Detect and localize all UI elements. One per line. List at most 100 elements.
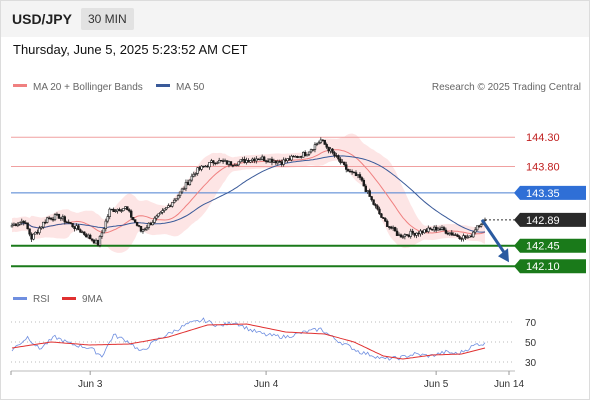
candle-body <box>247 160 250 163</box>
level-tag-143-35 <box>514 185 586 200</box>
candle-body <box>106 216 109 222</box>
candle-body <box>380 213 383 218</box>
candle-body <box>345 164 348 170</box>
candle-body <box>173 199 176 203</box>
candle-body <box>364 185 367 192</box>
candle-body <box>104 220 108 229</box>
candle-body <box>118 209 121 212</box>
candle-body <box>278 160 281 163</box>
candle-body <box>350 171 354 173</box>
candle-body <box>90 238 94 241</box>
rsi-panel: 70 50 30 <box>11 317 537 369</box>
symbol-title: USD/JPY <box>12 11 72 27</box>
timeframe-button[interactable]: 30 MIN <box>81 8 134 30</box>
candle-body <box>323 139 326 145</box>
level-label-144-30: 144.30 <box>526 132 560 144</box>
forecast-arrow-head <box>498 248 509 263</box>
candle-body <box>28 228 31 235</box>
candle-body <box>303 152 307 157</box>
candle-body <box>108 208 111 217</box>
candle-body <box>79 229 82 233</box>
candle-body <box>386 220 389 227</box>
candle-body <box>270 158 274 163</box>
level-tag-142-45 <box>514 238 586 253</box>
candle-body <box>212 160 215 164</box>
candle-body <box>12 223 16 226</box>
candle-body <box>241 158 244 161</box>
ma50-legend-label: MA 50 <box>176 82 205 93</box>
x-axis: Jun 3 Jun 4 Jun 5 Jun 14 <box>10 371 524 390</box>
candle-body <box>362 179 366 187</box>
candle-body <box>294 156 297 158</box>
candle-body <box>288 158 291 161</box>
forecast-arrow-shaft <box>480 219 508 257</box>
rsi-tick-30: 30 <box>525 358 537 369</box>
candle-body <box>145 227 149 230</box>
candle-body <box>32 233 35 240</box>
candle-body <box>147 222 151 228</box>
candle-body <box>260 156 264 160</box>
candle-body <box>431 228 434 231</box>
candle-body <box>407 234 410 237</box>
level-label-143-80: 143.80 <box>526 162 560 174</box>
candle-body <box>413 232 416 236</box>
candle-body <box>302 152 305 158</box>
candle-body <box>98 236 102 246</box>
candle-body <box>73 226 76 229</box>
candle-body <box>196 167 199 174</box>
candle-body <box>249 160 252 163</box>
candle-body <box>372 199 375 205</box>
candle-body <box>444 229 448 234</box>
candle-body <box>219 160 223 162</box>
candle-body <box>202 165 205 168</box>
candle-body <box>55 213 59 216</box>
candle-body <box>112 209 115 213</box>
rsi-ma-legend-label: 9MA <box>82 294 103 305</box>
candle-body <box>259 158 262 161</box>
candle-body <box>153 217 156 223</box>
candle-body <box>313 144 317 150</box>
candle-body <box>216 162 219 164</box>
candle-body <box>143 228 147 231</box>
candle-body <box>339 158 342 163</box>
candle-body <box>352 171 356 174</box>
candle-body <box>182 188 186 190</box>
candle-body <box>100 232 104 237</box>
candle-body <box>434 226 438 231</box>
candle-body <box>188 179 192 185</box>
candle-body <box>272 160 276 163</box>
candle-body <box>358 174 362 178</box>
rsi-line <box>11 317 486 361</box>
candle-body <box>120 210 123 212</box>
candle-body <box>325 144 328 148</box>
candle-body <box>161 210 164 213</box>
candle-body <box>139 226 143 232</box>
candle-body <box>184 182 188 190</box>
candle-body <box>423 229 426 234</box>
candle-body <box>61 216 65 219</box>
candle-body <box>421 230 424 234</box>
candle-body <box>245 160 248 163</box>
candle-body <box>225 160 229 165</box>
candle-body <box>114 210 117 213</box>
candle-body <box>397 234 401 236</box>
x-tick-label: Jun 5 <box>424 379 449 390</box>
candle-body <box>167 205 170 208</box>
candle-body <box>133 219 137 223</box>
rsi-legend-swatch <box>13 297 27 300</box>
candle-body <box>223 160 227 162</box>
candle-body <box>235 164 238 166</box>
candle-body <box>368 190 371 197</box>
candle-body <box>262 156 266 162</box>
candle-body <box>466 237 469 239</box>
candle-body <box>268 158 272 163</box>
candle-body <box>102 228 106 234</box>
rsi-legend-label: RSI <box>33 294 50 305</box>
candle-body <box>432 226 436 231</box>
level-tag-142-89 <box>514 212 586 227</box>
candle-body <box>337 155 340 160</box>
header-bar: USD/JPY 30 MIN <box>1 1 589 37</box>
ma20-legend-swatch <box>13 84 27 87</box>
candle-body <box>460 238 463 240</box>
